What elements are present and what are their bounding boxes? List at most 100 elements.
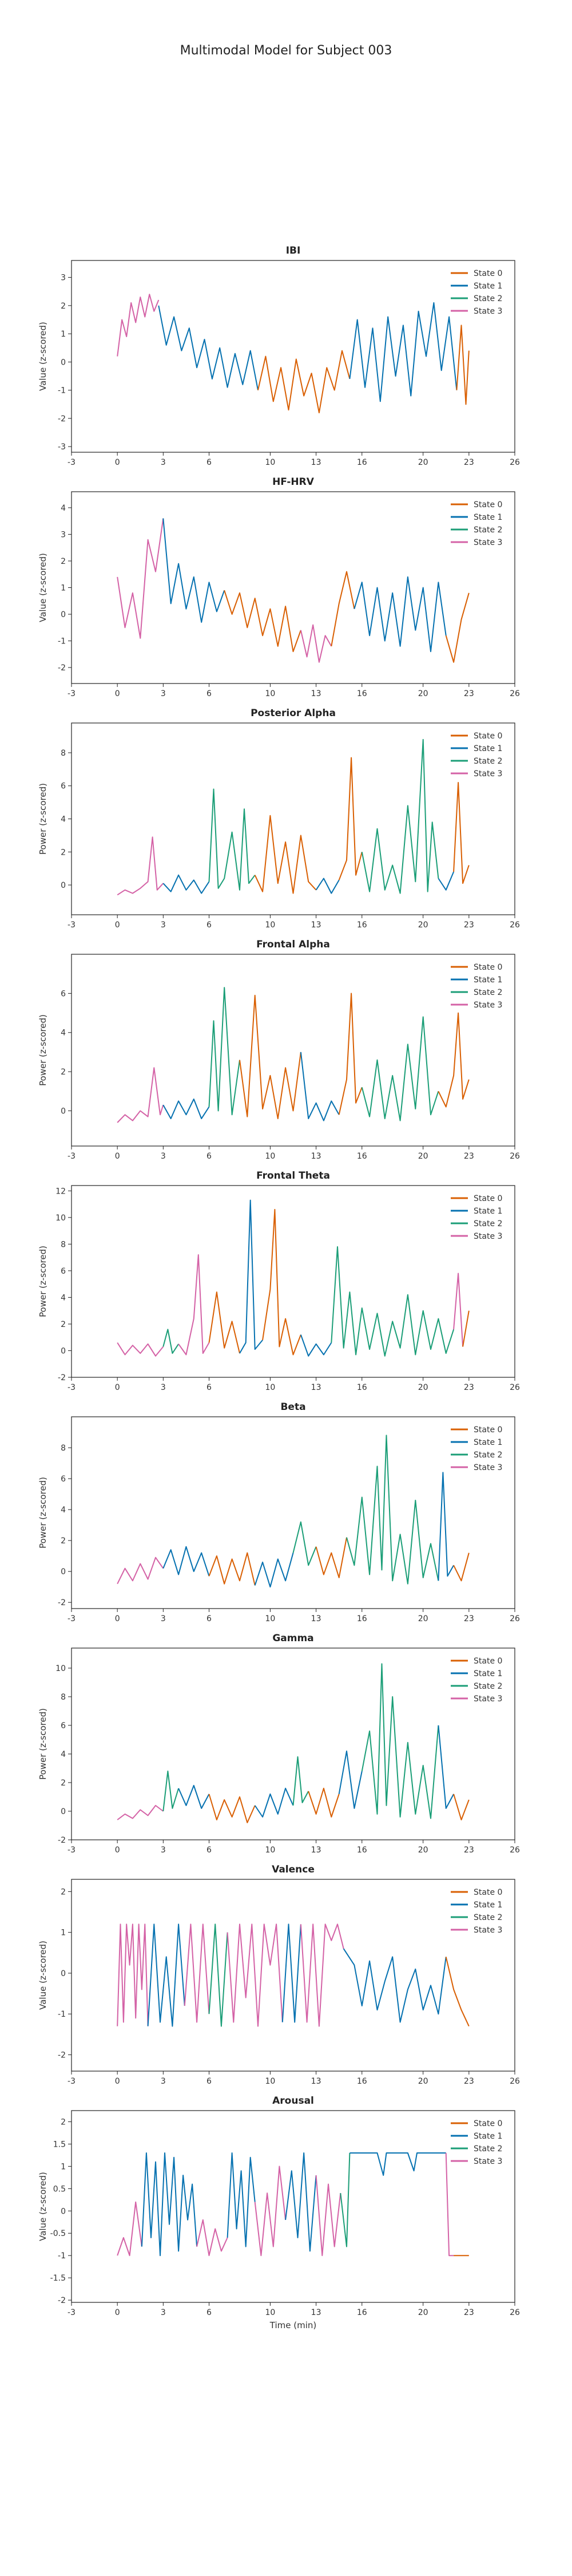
series-line-state-3-seg-4 — [254, 2166, 287, 2257]
y-axis-label: Power (z-scored) — [38, 1246, 48, 1317]
y-axis-label: Value (z-scored) — [38, 2172, 48, 2241]
y-tick-label: 2 — [61, 1779, 66, 1788]
x-tick-label: 13 — [311, 2308, 321, 2317]
y-tick-label: 6 — [61, 782, 66, 791]
x-tick-label: 6 — [206, 2077, 212, 2086]
legend-label: State 3 — [474, 1926, 502, 1935]
x-tick-label: 20 — [418, 2308, 428, 2317]
x-tick-label: 16 — [357, 689, 367, 698]
series-line-state-2-seg-3 — [208, 1923, 228, 2027]
series-line-state-0-seg-3 — [254, 815, 317, 894]
series-line-state-0-seg-6 — [445, 592, 470, 663]
legend: State 0 State 1 State 2 State 3 — [451, 963, 502, 1010]
series-line-state-3-seg-3 — [300, 624, 332, 663]
x-tick-label: 6 — [206, 2308, 212, 2317]
axes-frame — [71, 1416, 515, 1609]
y-tick-label: 6 — [61, 989, 66, 998]
series-line-state-0-seg-8 — [453, 782, 470, 884]
series-line-state-0-seg-4 — [331, 571, 355, 647]
legend: State 0 State 1 State 2 State 3 — [451, 269, 502, 316]
series-line-state-0-seg-5 — [338, 757, 363, 880]
x-tick-label: 3 — [161, 2308, 166, 2317]
y-tick-label: 2 — [61, 848, 66, 857]
x-tick-label: 26 — [510, 1846, 520, 1855]
x-tick-label: -3 — [67, 1846, 76, 1855]
y-tick-label: 10 — [55, 1664, 66, 1673]
x-tick-label: 0 — [115, 458, 120, 467]
x-tick-label: 0 — [115, 920, 120, 930]
y-tick-label: 4 — [61, 1750, 66, 1759]
series-line-state-3-seg-0 — [117, 2201, 142, 2257]
legend-label: State 3 — [474, 1463, 502, 1472]
series-line-state-1-seg-3 — [349, 302, 458, 402]
legend-label: State 0 — [474, 2119, 502, 2128]
y-tick-label: 2 — [61, 1320, 66, 1329]
y-tick-label: -2 — [58, 663, 66, 673]
series-line-state-1-seg-1 — [162, 518, 225, 623]
series-line-state-1-seg-5 — [353, 576, 447, 653]
series-line-state-0-seg-2 — [257, 350, 351, 413]
series-line-state-2-seg-6 — [361, 1016, 439, 1121]
x-tick-label: -3 — [67, 2077, 76, 2086]
subplot-valence: Valence -3 0 3 6 10 13 16 20 23 26 -2 -1 0 1 2 Value (z-… — [38, 1864, 520, 2086]
x-tick-label: -3 — [67, 689, 76, 698]
series-line-state-0-seg-10 — [453, 1793, 470, 1820]
y-tick-label: -2 — [58, 2296, 66, 2305]
y-tick-label: 0 — [61, 1107, 66, 1116]
axes-frame — [71, 491, 515, 684]
series-line-state-1-seg-2 — [178, 1785, 210, 1809]
series-group — [117, 1663, 470, 1823]
x-tick-label: 26 — [510, 2077, 520, 2086]
series-line-state-1-seg-1 — [162, 874, 210, 894]
legend-label: State 1 — [474, 513, 502, 522]
series-line-state-1-seg-1 — [158, 305, 259, 390]
x-tick-label: 16 — [357, 1383, 367, 1392]
series-group — [117, 518, 470, 663]
x-tick-label: 6 — [206, 689, 212, 698]
y-axis-label: Value (z-scored) — [38, 1941, 48, 2010]
x-tick-label: 20 — [418, 1152, 428, 1161]
series-line-state-3-seg-0 — [117, 1556, 164, 1585]
y-tick-label: 4 — [61, 1029, 66, 1038]
x-tick-label: 16 — [357, 458, 367, 467]
x-tick-label: 16 — [357, 920, 367, 930]
series-group — [117, 2152, 469, 2257]
x-tick-label: 10 — [265, 1383, 275, 1392]
legend-label: State 0 — [474, 269, 502, 278]
x-tick-label: 23 — [464, 1846, 474, 1855]
series-line-state-3-seg-0 — [117, 1923, 149, 2026]
x-tick-label: 23 — [464, 1383, 474, 1392]
y-tick-label: -1.5 — [50, 2274, 66, 2283]
y-tick-label: 4 — [61, 1506, 66, 1515]
x-tick-label: 10 — [265, 2308, 275, 2317]
series-group — [117, 1199, 470, 1357]
x-tick-label: 10 — [265, 920, 275, 930]
y-tick-label: 3 — [61, 530, 66, 539]
x-tick-label: 10 — [265, 689, 275, 698]
x-tick-label: 16 — [357, 1614, 367, 1623]
y-tick-label: -1 — [58, 637, 66, 646]
y-tick-label: 0 — [61, 2207, 66, 2216]
legend-label: State 2 — [474, 526, 502, 535]
series-line-state-0-seg-4 — [456, 325, 470, 405]
x-tick-label: 3 — [161, 689, 166, 698]
series-line-state-1-seg-8 — [349, 2152, 446, 2176]
x-tick-label: 6 — [206, 920, 212, 930]
series-line-state-1-seg-1 — [147, 1923, 185, 2027]
legend: State 0 State 1 State 2 State 3 — [451, 1657, 502, 1704]
series-line-state-3-seg-0 — [117, 518, 164, 639]
legend-label: State 2 — [474, 988, 502, 997]
series-line-state-3-seg-0 — [117, 836, 164, 896]
series-line-state-1-seg-4 — [239, 1199, 263, 1354]
x-tick-label: 23 — [464, 458, 474, 467]
y-tick-label: 0 — [61, 1969, 66, 1978]
legend-label: State 2 — [474, 1451, 502, 1460]
series-group — [117, 1923, 470, 2027]
series-line-state-2-seg-2 — [208, 788, 256, 891]
x-tick-label: 26 — [510, 2308, 520, 2317]
y-tick-label: -0.5 — [50, 2229, 66, 2238]
y-tick-label: -2 — [58, 1598, 66, 1607]
y-tick-label: 2 — [61, 2117, 66, 2127]
y-tick-label: 2 — [61, 1887, 66, 1897]
x-tick-label: 13 — [311, 1383, 321, 1392]
